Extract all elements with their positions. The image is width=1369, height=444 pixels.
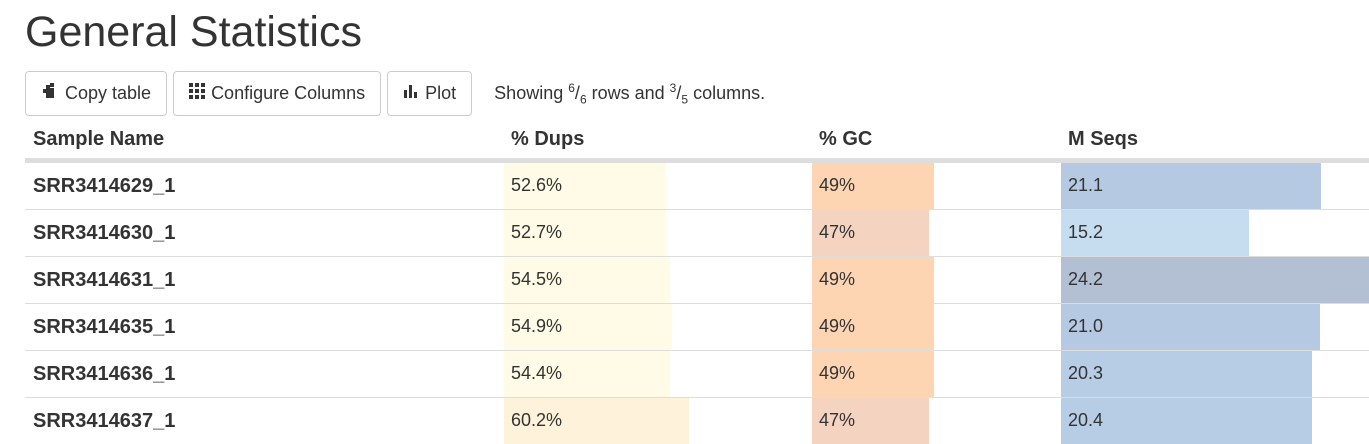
header-sample-name[interactable]: Sample Name [33, 128, 165, 150]
table-row: SRR3414629_1 52.6% 49% 21.1 [25, 163, 1369, 210]
dups-bar [504, 257, 670, 303]
mseqs-cell: 15.2 [1061, 210, 1369, 256]
header-gc[interactable]: % GC [819, 128, 873, 150]
mseqs-cell: 21.1 [1061, 163, 1369, 209]
gc-bar [812, 257, 935, 303]
gc-bar [812, 351, 935, 397]
sample-name-cell: SRR3414635_1 [33, 316, 176, 338]
table-row: SRR3414636_1 54.4% 49% 20.3 [25, 351, 1369, 398]
mseqs-bar [1061, 304, 1321, 350]
gc-cell: 49% [812, 163, 1036, 209]
gc-cell: 49% [812, 351, 1036, 397]
dups-value: 54.5% [511, 269, 563, 289]
bar-chart-icon [403, 83, 419, 104]
mseqs-value: 20.4 [1068, 410, 1104, 430]
dups-value: 54.9% [511, 316, 563, 336]
mseqs-bar [1061, 257, 1369, 303]
table-row: SRR3414635_1 54.9% 49% 21.0 [25, 304, 1369, 351]
mseqs-bar [1061, 351, 1313, 397]
dups-value: 52.7% [511, 222, 563, 242]
table-toolbar: Copy table Configure Columns Plot Showin… [25, 71, 765, 116]
gc-bar [812, 398, 929, 444]
gc-value: 49% [819, 363, 856, 383]
sample-name-cell: SRR3414630_1 [33, 222, 176, 244]
mseqs-value: 20.3 [1068, 363, 1104, 383]
dups-cell: 52.6% [504, 163, 787, 209]
gc-value: 47% [819, 222, 856, 242]
table-row: SRR3414631_1 54.5% 49% 24.2 [25, 257, 1369, 304]
table-summary-text: Showing 6/6 rows and 3/5 columns. [494, 80, 766, 107]
page-title: General Statistics [25, 8, 362, 56]
plot-label: Plot [425, 83, 457, 103]
dups-cell: 60.2% [504, 398, 787, 444]
sample-name-cell: SRR3414637_1 [33, 410, 176, 432]
plot-button[interactable]: Plot [387, 71, 473, 116]
header-mseqs[interactable]: M Seqs [1068, 128, 1139, 150]
sample-name-cell: SRR3414629_1 [33, 175, 176, 197]
dups-cell: 54.9% [504, 304, 787, 350]
copy-table-label: Copy table [65, 83, 152, 103]
gc-cell: 47% [812, 210, 1036, 256]
dups-cell: 52.7% [504, 210, 787, 256]
dups-value: 54.4% [511, 363, 563, 383]
dups-bar [504, 351, 671, 397]
gc-bar [812, 304, 935, 350]
gc-cell: 49% [812, 257, 1036, 303]
dups-cell: 54.5% [504, 257, 787, 303]
general-stats-table: Sample Name % Dups % GC M Seqs SRR341462… [25, 116, 1369, 444]
gc-cell: 47% [812, 398, 1036, 444]
gc-cell: 49% [812, 304, 1036, 350]
gc-bar [812, 163, 935, 209]
mseqs-value: 21.1 [1068, 175, 1104, 195]
mseqs-cell: 20.3 [1061, 351, 1369, 397]
mseqs-bar [1061, 210, 1249, 256]
dups-value: 60.2% [511, 410, 563, 430]
copy-table-button[interactable]: Copy table [25, 71, 168, 116]
gc-value: 49% [819, 175, 856, 195]
sample-name-cell: SRR3414636_1 [33, 363, 176, 385]
mseqs-bar [1061, 398, 1313, 444]
gc-bar [812, 210, 929, 256]
dups-bar [504, 163, 667, 209]
mseqs-bar [1061, 163, 1321, 209]
copy-hand-icon [41, 82, 59, 105]
mseqs-value: 15.2 [1068, 222, 1104, 242]
table-body: SRR3414629_1 52.6% 49% 21.1 SRR3414630_1 52.7… [25, 163, 1369, 444]
mseqs-value: 21.0 [1068, 316, 1104, 336]
sample-name-cell: SRR3414631_1 [33, 269, 176, 291]
grid-icon [189, 83, 206, 104]
dups-bar [504, 210, 667, 256]
dups-cell: 54.4% [504, 351, 787, 397]
table-row: SRR3414630_1 52.7% 47% 15.2 [25, 210, 1369, 257]
table-header: Sample Name % Dups % GC M Seqs [25, 116, 1369, 163]
mseqs-cell: 21.0 [1061, 304, 1369, 350]
mseqs-cell: 20.4 [1061, 398, 1369, 444]
gc-value: 47% [819, 410, 856, 430]
header-dups[interactable]: % Dups [511, 128, 585, 150]
configure-columns-button[interactable]: Configure Columns [173, 71, 382, 116]
dups-value: 52.6% [511, 175, 563, 195]
dups-bar [504, 304, 673, 350]
configure-columns-label: Configure Columns [211, 83, 366, 103]
gc-value: 49% [819, 316, 856, 336]
gc-value: 49% [819, 269, 856, 289]
mseqs-value: 24.2 [1068, 269, 1104, 289]
table-row: SRR3414637_1 60.2% 47% 20.4 [25, 398, 1369, 444]
dups-bar [504, 398, 690, 444]
mseqs-cell: 24.2 [1061, 257, 1369, 303]
